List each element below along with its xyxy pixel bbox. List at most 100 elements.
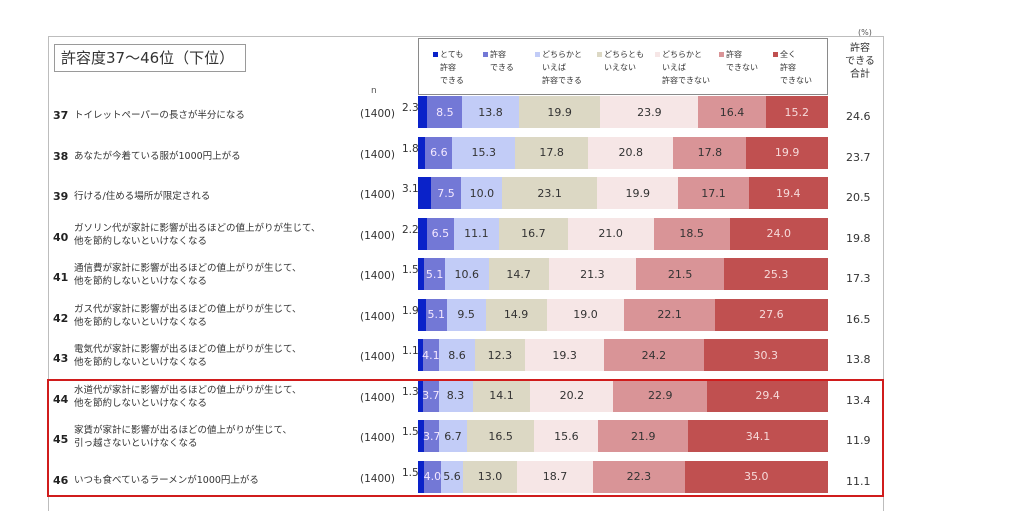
- legend-swatch: [535, 52, 540, 57]
- data-label: 21.0: [598, 227, 623, 240]
- legend-label: 全く: [773, 48, 812, 61]
- data-label: 27.6: [759, 308, 784, 321]
- data-label: 19.4: [775, 186, 801, 200]
- bar-segment: 22.3: [593, 460, 685, 493]
- bar-segment: 22.1: [624, 298, 715, 331]
- sample-size: (1400): [360, 229, 395, 242]
- chart-row: 38 あなたが今着ている服が1000円上がる (1400) 1.8 6.6 15.3 17.…: [0, 136, 1024, 169]
- bar-segment: 6.7: [439, 420, 467, 452]
- bar-segment: [418, 177, 431, 209]
- tolerable-total: 13.4: [846, 393, 871, 407]
- bar-segment: 9.5: [446, 298, 486, 331]
- bar-segment: 12.3: [474, 339, 526, 371]
- bar-segment: 23.1: [502, 177, 597, 209]
- item-label: 通信費が家計に影響が出るほどの値上がりが生じて、 他を節約しないといけなくなる: [74, 263, 302, 287]
- chart-row: 37 トイレットペーパーの長さが半分になる (1400) 2.3 8.5 13.8 19.9…: [0, 96, 1024, 128]
- bar-segment: 19.4: [748, 177, 828, 209]
- data-label: 24.2: [641, 348, 667, 362]
- item-label: ガス代が家計に影響が出るほどの値上がりが生じて、 他を節約しないといけなくなる: [74, 303, 302, 328]
- bar-segment: [418, 379, 424, 412]
- tolerable-total: 13.8: [846, 353, 871, 366]
- sample-size: (1400): [360, 189, 395, 201]
- data-label: 22.1: [657, 308, 682, 321]
- stacked-bar: 6.5 11.1 16.7 21.0 18.5 24.0: [418, 217, 828, 250]
- chart-row: 45 家賃が家計に影響が出るほどの値上がりが生じて、 引っ越さないといけなくなる (…: [0, 420, 1024, 452]
- bar-segment: 10.6: [445, 258, 489, 290]
- legend-item: どちらかと いえば 許容できない: [655, 48, 710, 87]
- bar-segment: 17.8: [515, 136, 589, 169]
- legend-swatch: [773, 52, 778, 57]
- item-label: トイレットペーパーの長さが半分になる: [74, 110, 245, 121]
- bar-segment: 21.0: [567, 217, 654, 250]
- data-label: 19.9: [547, 105, 572, 119]
- stacked-bar: 8.5 13.8 19.9 23.9 16.4 15.2: [418, 96, 828, 128]
- bar-segment: 34.1: [688, 420, 828, 452]
- data-label: 21.3: [580, 267, 605, 281]
- bar-segment: 30.3: [703, 339, 828, 371]
- chart-row: 42 ガス代が家計に影響が出るほどの値上がりが生じて、 他を節約しないといけなくな…: [0, 298, 1024, 331]
- chart-row: 46 いつも食べているラーメンが1000円上がる (1400) 1.5 4.0 5.6 13…: [0, 460, 1024, 493]
- data-label: 14.7: [506, 267, 531, 281]
- total-header-line: 合計: [850, 69, 870, 80]
- bar-segment: 16.7: [499, 217, 568, 250]
- bar-segment: [418, 298, 426, 331]
- bar-segment: [418, 420, 425, 452]
- tolerable-total: 19.8: [846, 231, 871, 245]
- tolerable-total: 24.6: [846, 110, 871, 123]
- data-label-very-tolerable: 1.1: [402, 345, 419, 357]
- rank-label: 46: [53, 473, 69, 487]
- data-label: 8.3: [446, 389, 465, 402]
- data-label: 3.7: [422, 389, 440, 402]
- legend-label: いえば: [542, 63, 566, 72]
- data-label: 5.1: [427, 308, 445, 321]
- bar-segment: 7.5: [430, 177, 462, 209]
- data-label: 10.0: [469, 186, 495, 200]
- data-label: 34.1: [745, 429, 771, 443]
- data-label: 20.8: [618, 146, 643, 159]
- legend-label: できる: [440, 76, 464, 85]
- data-label: 6.6: [430, 146, 448, 159]
- data-label: 15.3: [471, 146, 497, 159]
- sample-size: (1400): [360, 351, 395, 363]
- data-label-very-tolerable: 1.5: [402, 426, 419, 438]
- data-label: 13.0: [477, 470, 503, 483]
- bar-segment: 19.9: [596, 177, 679, 209]
- bar-segment: 18.7: [516, 460, 594, 493]
- bar-segment: 19.0: [546, 298, 625, 331]
- data-label: 29.4: [755, 389, 780, 402]
- chart-row: 40 ガソリン代が家計に影響が出るほどの値上がりが生じて、 他を節約しないといけな…: [0, 217, 1024, 250]
- data-label-very-tolerable: 1.5: [402, 466, 419, 479]
- item-label: 行ける/住める場所が限定される: [74, 191, 211, 202]
- data-label: 3.7: [422, 429, 441, 443]
- legend-label: 許容できる: [542, 76, 582, 85]
- total-header-line: できる: [845, 56, 875, 67]
- data-label: 20.2: [559, 389, 585, 402]
- data-label: 17.1: [701, 186, 726, 200]
- data-label-very-tolerable: 1.5: [402, 264, 419, 276]
- data-label: 19.9: [625, 186, 650, 200]
- rank-label: 40: [53, 230, 69, 244]
- bar-segment: [418, 460, 425, 493]
- bar-segment: 11.1: [453, 217, 500, 250]
- bar-segment: 20.8: [588, 136, 674, 169]
- rank-label: 39: [53, 190, 69, 203]
- sample-size: (1400): [360, 432, 395, 444]
- stacked-bar: 4.1 8.6 12.3 19.3 24.2 30.3: [418, 339, 828, 371]
- bar-segment: 16.4: [698, 96, 766, 128]
- data-label-very-tolerable: 1.3: [402, 385, 419, 398]
- bar-segment: 15.2: [765, 96, 828, 128]
- legend-swatch: [483, 52, 488, 57]
- data-label: 19.0: [573, 308, 598, 321]
- rank-label: 37: [53, 109, 69, 122]
- bar-segment: 10.0: [461, 177, 503, 209]
- bar-segment: 27.6: [714, 298, 828, 331]
- chart-row: 44 水道代が家計に影響が出るほどの値上がりが生じて、 他を節約しないといけなくな…: [0, 379, 1024, 412]
- bar-segment: 18.5: [653, 217, 730, 250]
- bar-segment: 4.0: [424, 460, 441, 493]
- legend-label: できない: [780, 76, 812, 85]
- data-label: 35.0: [744, 470, 769, 483]
- legend-label: できない: [726, 63, 758, 72]
- legend-label: 許容: [780, 63, 796, 72]
- legend-label: 許容: [719, 48, 758, 61]
- rank-label: 38: [53, 149, 69, 163]
